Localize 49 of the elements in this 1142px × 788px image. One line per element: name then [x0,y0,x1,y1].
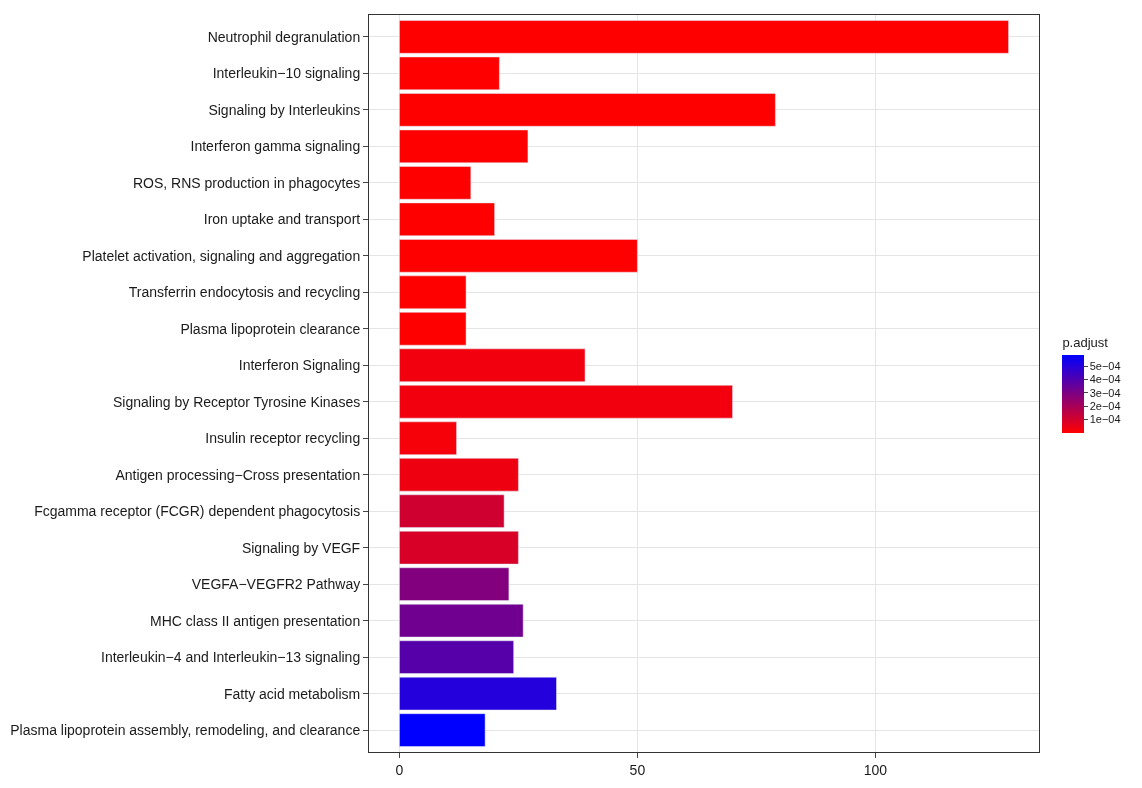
bar [399,676,557,711]
bar [399,56,500,91]
color-bar-label: 3e−04 [1089,386,1121,399]
bar [399,494,505,528]
bar [399,385,733,419]
y-tick-label: Fatty acid metabolism [224,685,361,702]
y-tick-label: Antigen processing−Cross presentation [115,466,361,483]
bar [399,275,467,309]
bar [399,312,467,346]
y-tick-label: Interleukin−10 signaling [212,65,361,82]
y-tick-label: Signaling by VEGF [241,539,361,556]
bar [399,93,776,127]
y-tick-label: Interferon Signaling [238,357,361,374]
color-bar-title: p.adjust [1062,335,1109,351]
color-bar-label: 4e−04 [1089,373,1121,386]
y-tick-label: Plasma lipoprotein assembly, remodeling, and clearance [10,722,361,739]
bar [399,421,457,455]
bar [399,202,495,236]
y-tick-label: Interleukin−4 and Interleukin−13 signaling [101,649,361,666]
y-tick-label: Signaling by Interleukins [208,101,361,118]
bar [399,713,486,747]
color-bar-label: 2e−04 [1089,399,1121,412]
y-tick-label: Iron uptake and transport [203,211,361,228]
bar [399,166,472,200]
color-bar-label: 1e−04 [1089,413,1121,426]
bar [399,239,638,273]
y-tick-label: Neutrophil degranulation [207,28,361,45]
x-tick-label: 100 [863,761,888,778]
y-tick-label: Interferon gamma signaling [190,138,361,155]
y-tick-label: Fcgamma receptor (FCGR) dependent phagocytosis [34,503,361,520]
x-tick-label: 0 [395,761,404,778]
x-tick-label: 50 [629,761,646,778]
y-tick-label: Platelet activation, signaling and aggregation [82,247,361,264]
bar [399,567,510,601]
bar [399,531,519,565]
y-tick-label: Plasma lipoprotein clearance [180,320,361,337]
bar [399,640,514,674]
bar [399,603,524,638]
y-tick-label: Insulin receptor recycling [205,430,361,447]
bar [399,20,1009,54]
color-bar-label: 5e−04 [1089,360,1121,373]
y-tick-label: MHC class II antigen presentation [150,612,361,629]
y-tick-label: Signaling by Receptor Tyrosine Kinases [112,393,361,410]
bar [399,129,529,164]
y-tick-label: VEGFA−VEGFR2 Pathway [191,576,361,593]
bar [399,458,519,492]
y-tick-label: Transferrin endocytosis and recycling [128,284,361,301]
bar [399,348,586,382]
y-tick-label: ROS, RNS production in phagocytes [132,174,361,191]
